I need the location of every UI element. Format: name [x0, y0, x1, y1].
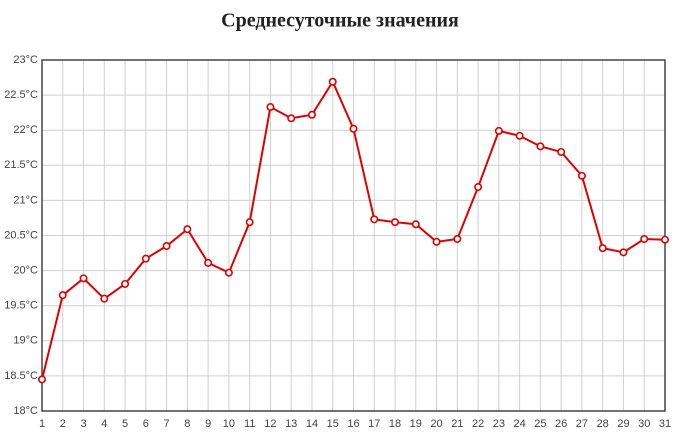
x-tick-label: 31 [659, 418, 671, 430]
data-point [349, 124, 358, 133]
y-tick-label: 22°C [13, 124, 38, 136]
x-tick-label: 13 [285, 418, 297, 430]
x-tick-label: 16 [347, 418, 359, 430]
x-tick-label: 26 [555, 418, 567, 430]
plot-frame [41, 59, 666, 412]
data-point [577, 171, 586, 180]
x-tick-label: 27 [576, 418, 588, 430]
x-tick-label: 7 [164, 418, 170, 430]
data-point [391, 218, 400, 227]
data-point [287, 114, 296, 123]
data-point [598, 244, 607, 253]
x-tick-label: 28 [597, 418, 609, 430]
x-tick-label: 24 [514, 418, 526, 430]
data-point [58, 291, 67, 300]
x-tick-label: 3 [80, 418, 86, 430]
x-tick-label: 30 [638, 418, 650, 430]
data-point [121, 279, 130, 288]
data-point [183, 225, 192, 234]
y-tick-label: 21.5°C [4, 159, 38, 171]
x-tick-label: 2 [60, 418, 66, 430]
y-tick-label: 19°C [13, 335, 38, 347]
data-point [162, 242, 171, 251]
data-point [453, 235, 462, 244]
data-point [494, 126, 503, 135]
data-point [224, 268, 233, 277]
x-tick-label: 23 [493, 418, 505, 430]
data-point [100, 294, 109, 303]
x-tick-label: 4 [101, 418, 107, 430]
x-tick-label: 29 [617, 418, 629, 430]
x-tick-label: 25 [534, 418, 546, 430]
x-tick-label: 5 [122, 418, 128, 430]
x-tick-label: 21 [451, 418, 463, 430]
data-point [411, 220, 420, 229]
data-point [370, 215, 379, 224]
y-tick-label: 21°C [13, 194, 38, 206]
y-tick-label: 20.5°C [4, 229, 38, 241]
x-tick-label: 12 [264, 418, 276, 430]
data-point [474, 183, 483, 192]
data-point [619, 248, 628, 257]
x-tick-label: 8 [184, 418, 190, 430]
x-tick-label: 20 [430, 418, 442, 430]
data-point [204, 258, 213, 267]
y-tick-label: 23°C [13, 54, 38, 66]
data-point [660, 235, 669, 244]
chart-title: Среднесуточные значения [221, 10, 459, 32]
y-tick-label: 20°C [13, 265, 38, 277]
x-tick-label: 17 [368, 418, 380, 430]
data-point [307, 110, 316, 119]
x-tick-label: 10 [223, 418, 235, 430]
x-tick-label: 22 [472, 418, 484, 430]
data-point [515, 131, 524, 140]
y-tick-label: 18°C [13, 405, 38, 417]
x-tick-label: 19 [410, 418, 422, 430]
data-point [557, 147, 566, 156]
y-tick-label: 18.5°C [4, 370, 38, 382]
data-point [266, 103, 275, 112]
x-tick-label: 1 [39, 418, 45, 430]
data-point [432, 237, 441, 246]
x-tick-label: 15 [327, 418, 339, 430]
x-tick-label: 9 [205, 418, 211, 430]
y-tick-label: 19.5°C [4, 300, 38, 312]
data-point [245, 218, 254, 227]
data-point [141, 254, 150, 263]
y-tick-label: 22.5°C [4, 89, 38, 101]
data-point [536, 142, 545, 151]
data-point [328, 77, 337, 86]
x-tick-label: 11 [244, 418, 255, 430]
data-point [640, 235, 649, 244]
x-tick-label: 14 [306, 418, 318, 430]
x-tick-label: 18 [389, 418, 401, 430]
x-tick-label: 6 [143, 418, 149, 430]
data-point [79, 274, 88, 283]
data-point [37, 375, 46, 384]
